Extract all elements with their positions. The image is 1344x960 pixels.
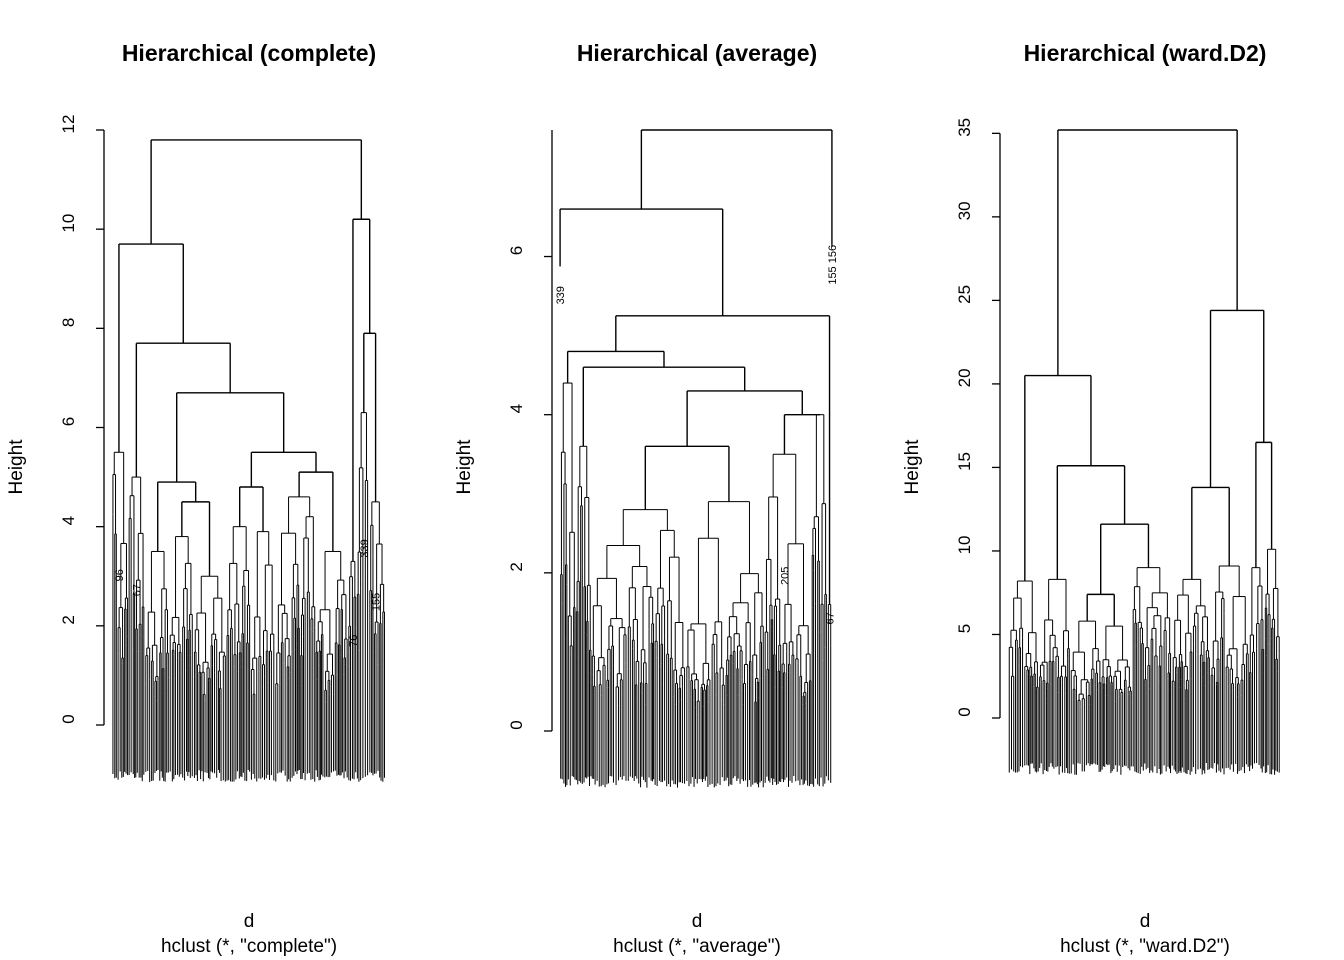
y-tick-label: 25 (955, 285, 974, 304)
subtitle: hclust (*, "average") (613, 936, 781, 957)
x-axis-label: d (692, 911, 703, 932)
y-tick-label: 20 (955, 368, 974, 387)
y-tick-label: 4 (507, 404, 526, 413)
leaf-label: 155 156 (827, 245, 839, 285)
leaf-label: 96 (114, 569, 126, 581)
y-tick-label: 0 (955, 707, 974, 716)
y-tick-label: 6 (59, 417, 78, 426)
y-tick-label: 10 (955, 535, 974, 554)
leaf-label: 339 (359, 539, 371, 557)
y-tick-label: 15 (955, 452, 974, 471)
x-axis-label: d (244, 911, 255, 932)
dendrogram-1: 0 2 4 6 339 205 67 155 156 (507, 129, 839, 788)
subtitle: hclust (*, "complete") (161, 936, 337, 957)
panel-title: Hierarchical (complete) (122, 40, 376, 66)
dendrogram-2: 0 5 10 15 20 25 30 35 (955, 118, 1280, 775)
y-tick-label: 6 (507, 246, 526, 255)
y-tick-label: 0 (59, 714, 78, 723)
y-tick-label: 2 (507, 562, 526, 571)
y-tick-label: 2 (59, 615, 78, 624)
leaf-label: 67 (131, 584, 143, 596)
panel-complete: Hierarchical (complete) Height d hclust … (6, 40, 376, 957)
panel-title: Hierarchical (ward.D2) (1024, 40, 1267, 66)
leaf-label: 339 (555, 286, 567, 304)
panel-average: Hierarchical (average) Height d hclust (… (454, 40, 817, 957)
y-tick-label: 30 (955, 201, 974, 220)
subtitle: hclust (*, "ward.D2") (1060, 936, 1230, 957)
leaf-label: 67 (825, 612, 837, 624)
y-tick-label: 10 (59, 214, 78, 233)
y-tick-label: 12 (59, 115, 78, 134)
leaf-label: 155 (371, 593, 383, 611)
leaf-label: 205 (779, 567, 791, 585)
x-axis-label: d (1140, 911, 1151, 932)
y-tick-label: 4 (59, 516, 78, 525)
y-axis-label: Height (454, 439, 475, 495)
y-tick-label: 0 (507, 720, 526, 729)
panel-ward: Hierarchical (ward.D2) Height d hclust (… (902, 40, 1266, 957)
y-axis-label: Height (6, 439, 27, 495)
dendrogram-0: 0 2 4 6 8 10 12 96 67 76 339 155 (59, 115, 385, 782)
panel-title: Hierarchical (average) (577, 40, 817, 66)
y-axis-label: Height (902, 439, 923, 495)
leaf-label: 76 (348, 635, 360, 647)
y-tick-label: 5 (955, 624, 974, 633)
y-tick-label: 8 (59, 318, 78, 327)
y-tick-label: 35 (955, 118, 974, 137)
